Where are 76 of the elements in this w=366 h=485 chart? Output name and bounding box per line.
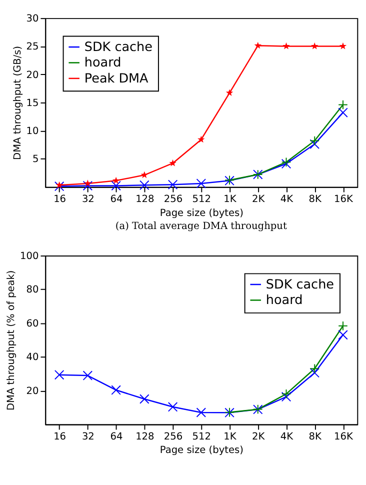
y-tick-label: 100 — [20, 250, 39, 262]
point — [56, 181, 63, 188]
point — [196, 178, 206, 188]
point — [82, 370, 93, 380]
x-tick-label: 512 — [192, 194, 211, 206]
x-tick-label: 8K — [308, 432, 322, 443]
point — [54, 181, 64, 192]
y-axis-title: DMA throughput (GB/s) — [12, 46, 24, 160]
legend-label: SDK cache — [84, 40, 153, 55]
point — [254, 42, 262, 49]
y-tick-label: 10 — [26, 126, 39, 138]
point — [310, 368, 320, 378]
y-tick-label: 5 — [32, 154, 39, 166]
x-tick-label: 256 — [164, 432, 183, 443]
point — [339, 42, 347, 50]
text: (a) Total average DMA throughput — [115, 221, 287, 232]
y-tick-label: 20 — [26, 70, 39, 81]
x-tick-label: 32 — [82, 194, 94, 206]
x-tick-label: 16K — [334, 432, 354, 443]
x-tick-label: 64 — [110, 432, 123, 443]
point — [310, 139, 320, 149]
point — [84, 180, 92, 187]
y-axis-title: DMA throughput (% of peak) — [6, 270, 18, 411]
point — [112, 176, 120, 184]
y-tick-label: 25 — [26, 42, 39, 53]
y-tick-label: 60 — [26, 318, 39, 330]
y-tick-label: 20 — [26, 386, 39, 397]
point — [226, 89, 234, 96]
x-tick-label: 1K — [224, 432, 237, 443]
point — [338, 330, 348, 340]
y-tick-label: 30 — [26, 14, 39, 25]
point — [111, 385, 121, 395]
point — [338, 100, 348, 110]
x-tick-label: 128 — [136, 432, 154, 443]
legend-label: hoard — [84, 56, 122, 71]
point — [140, 171, 148, 178]
point — [82, 180, 93, 191]
y-tick-label: 15 — [26, 98, 39, 109]
point — [140, 180, 150, 190]
x-tick-label: 4K — [280, 432, 294, 443]
legend-label: SDK cache — [266, 277, 334, 292]
x-tick-label: 2K — [252, 432, 266, 443]
x-tick-label: 512 — [192, 432, 211, 443]
point — [196, 408, 206, 418]
legend-label: Peak DMA — [84, 71, 149, 86]
point — [168, 402, 178, 412]
point — [54, 370, 64, 380]
point — [168, 180, 178, 190]
x-tick-label: 16 — [54, 432, 66, 443]
point — [338, 108, 348, 118]
y-tick-label: 40 — [26, 352, 39, 364]
point — [111, 180, 121, 191]
point — [281, 389, 292, 399]
point — [310, 136, 320, 146]
x-tick-label: 1K — [224, 194, 237, 206]
point — [311, 42, 318, 50]
x-tick-label: 256 — [164, 194, 183, 206]
point — [282, 42, 290, 50]
point — [198, 136, 205, 143]
legend-label: hoard — [266, 293, 303, 308]
x-tick-label: 128 — [136, 194, 154, 206]
x-tick-label: 64 — [110, 194, 123, 206]
x-tick-label: 16 — [54, 194, 66, 206]
x-tick-label: 32 — [82, 432, 94, 443]
y-tick-label: 80 — [26, 284, 39, 296]
point — [140, 394, 150, 404]
x-axis-title: Page size (bytes) — [160, 208, 244, 219]
x-tick-label: 4K — [280, 194, 294, 206]
x-tick-label: 2K — [252, 194, 266, 206]
x-tick-label: 8K — [308, 194, 322, 206]
point — [338, 321, 348, 331]
x-tick-label: 16K — [334, 194, 354, 206]
point — [169, 159, 176, 166]
x-axis-title: Page size (bytes) — [160, 445, 244, 456]
point — [310, 364, 320, 374]
point — [281, 392, 292, 402]
